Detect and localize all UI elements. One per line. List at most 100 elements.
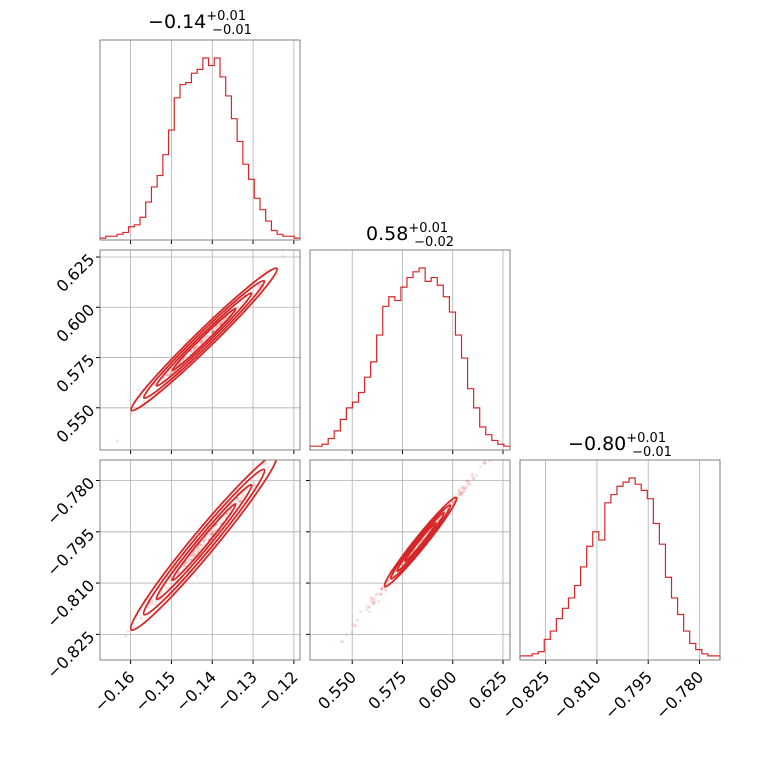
sample-point [436,519,439,523]
panel-frame [99,39,301,241]
sample-point [236,306,239,310]
sample-point [383,588,387,592]
sample-point [386,579,390,583]
sample-point [384,586,387,590]
sample-point [190,553,194,557]
contour-level-1 [383,496,458,588]
sample-point [204,336,208,340]
sample-point [210,330,214,334]
contour-level-4 [171,502,237,582]
sample-point [140,617,143,620]
sample-point [203,538,207,542]
sample-point [189,558,193,562]
sample-point [190,349,194,353]
sample-point [194,344,198,348]
sample-point [212,329,215,333]
sample-point [276,273,280,276]
sample-point [196,342,200,346]
x-tick-label: −0.13 [213,667,261,715]
sample-point [236,498,240,502]
sample-point [217,324,221,327]
sample-point [456,496,460,500]
sample-point [194,550,198,554]
sample-point [471,477,475,481]
sample-point [377,600,381,603]
sample-point [253,480,256,484]
sample-point [215,326,218,330]
sample-point [356,618,360,622]
sample-point [168,371,172,374]
sample-point [221,519,225,523]
contour-level-2 [142,279,266,400]
sample-point [367,605,371,608]
sample-point [202,538,206,542]
sample-point [208,533,212,536]
sample-point [192,348,196,351]
contour-level-4 [404,521,438,563]
sample-point [154,600,158,604]
sample-point [151,602,154,606]
sample-point [192,552,195,556]
sample-point [380,587,383,591]
y-tick-label: 0.625 [53,250,99,296]
x-tick-label: −0.15 [131,667,179,715]
sample-point [253,484,257,488]
sample-point [164,585,168,589]
sample-point [215,325,218,329]
histogram-step [519,477,721,660]
sample-point [474,473,478,477]
sample-point [196,548,200,552]
panel-frame [519,459,721,661]
sample-point [374,593,378,597]
sample-point [380,587,383,591]
title-lower-error: −0.01 [632,445,672,460]
sample-point [219,321,223,325]
sample-point [461,490,465,494]
contour-level-4 [171,307,237,372]
title-value: 0.58 [366,223,408,245]
scatter-panel-1-3 [66,459,301,724]
sample-point [237,500,241,503]
x-tick-label: −0.825 [498,667,553,722]
sample-point [195,574,199,578]
sample-point [462,487,466,491]
y-tick-label: −0.825 [43,627,98,682]
x-tick-label: −0.780 [652,667,707,722]
sample-point [206,335,210,338]
sample-point [204,535,208,539]
panel-frame [99,249,301,451]
sample-point [491,453,494,456]
sample-point [195,547,199,551]
sample-point [484,461,488,465]
sample-point [460,485,464,489]
sample-point [450,501,454,505]
panel-frame [309,249,511,451]
y-tick-label: 0.575 [53,350,99,396]
sample-point [206,334,210,338]
contour-level-2 [142,468,266,616]
sample-point [239,499,243,503]
contour-level-3 [155,483,253,601]
scatter-panel-1-2 [96,249,301,454]
sample-point [184,564,187,568]
sample-point [166,374,170,378]
x-tick-label: −0.795 [601,667,656,722]
sample-point [504,434,507,437]
sample-point [483,461,486,465]
sample-point [482,462,486,465]
sample-point [466,482,470,486]
contour-level-1 [130,267,279,412]
sample-point [162,376,166,380]
sample-point [66,721,69,724]
sample-point [385,590,388,593]
sample-point [199,543,203,547]
sample-point [372,598,376,602]
y-tick-label: 0.600 [53,300,99,346]
sample-point [378,592,382,596]
panel-content [116,254,285,443]
sample-point [189,558,193,561]
sample-point [459,493,463,497]
sample-point [479,465,482,469]
sample-point [458,493,462,496]
sample-point [380,592,384,596]
